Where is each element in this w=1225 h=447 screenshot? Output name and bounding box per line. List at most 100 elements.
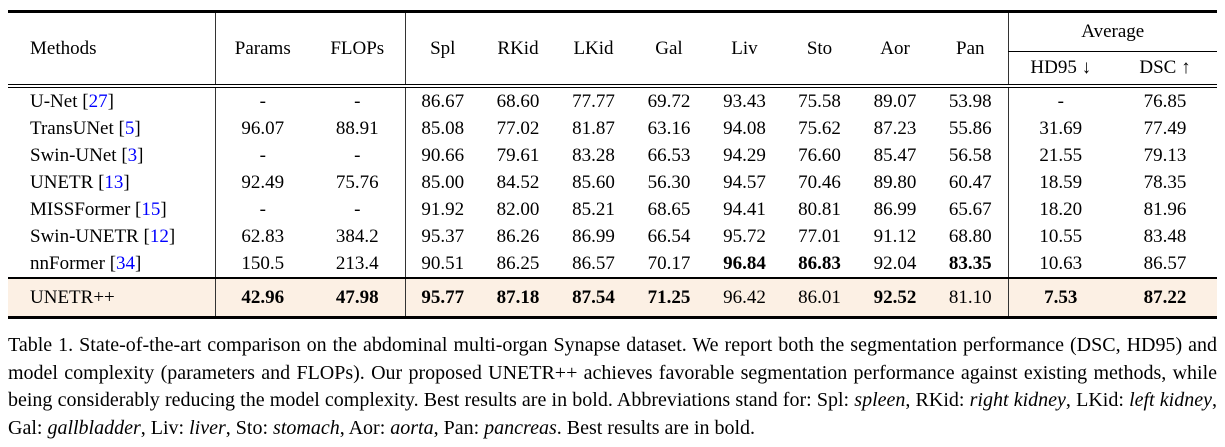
metric-cell: 90.51 xyxy=(404,250,480,279)
metric-cell: 86.01 xyxy=(782,278,857,319)
metric-cell: 94.41 xyxy=(723,198,766,220)
col-header-liv: Liv xyxy=(707,11,782,88)
metric-cell: 94.57 xyxy=(723,171,766,193)
caption-abbrev-aorta: aorta xyxy=(390,416,434,439)
metric-cell: 93.43 xyxy=(723,90,766,112)
metric-cell: 65.67 xyxy=(948,198,992,220)
metric-cell: - xyxy=(354,198,361,220)
metric-cell: 63.16 xyxy=(647,117,691,139)
citation-bracket: ] xyxy=(137,144,144,166)
metric-cell: 75.76 xyxy=(335,171,379,193)
col-header-methods: Methods xyxy=(8,11,215,88)
metric-cell: 81.87 xyxy=(572,117,615,139)
metric-cell: 87.23 xyxy=(873,117,917,139)
metric-cell: 90.66 xyxy=(404,142,480,169)
metric-cell: 31.69 xyxy=(1007,115,1113,142)
metric-cell: 77.02 xyxy=(496,117,540,139)
caption-text: , Pan: xyxy=(433,416,485,439)
col-header-pan: Pan xyxy=(933,11,1008,88)
metric-cell: 83.28 xyxy=(572,144,615,166)
citation-bracket: ] xyxy=(135,252,142,274)
metric-cell: 89.80 xyxy=(873,171,917,193)
caption-text: Table 1. State-of-the-art comparison on … xyxy=(8,334,1217,411)
metric-cell-best: 92.52 xyxy=(857,278,933,319)
metric-cell: 96.07 xyxy=(214,115,310,142)
metric-cell: 150.5 xyxy=(214,250,310,279)
citation-link[interactable]: 34 xyxy=(116,252,136,274)
metric-cell: - xyxy=(214,86,310,115)
metric-cell: 69.72 xyxy=(647,90,691,112)
citation-bracket: [ xyxy=(82,90,89,112)
metric-cell-best: 47.98 xyxy=(310,278,405,319)
citation-link[interactable]: 27 xyxy=(88,90,108,112)
method-name: Swin-UNet xyxy=(30,144,117,166)
metric-cell: 76.85 xyxy=(1143,90,1187,112)
metric-cell: 84.52 xyxy=(496,171,540,193)
metric-cell: 95.72 xyxy=(723,225,766,247)
metric-cell: 21.55 xyxy=(1007,142,1113,169)
metric-cell: 92.49 xyxy=(214,169,310,196)
table-row-swinunetr: Swin-UNETR [12] 62.83 384.2 95.37 86.26 … xyxy=(8,223,1217,250)
metric-cell: 75.62 xyxy=(798,117,841,139)
metric-cell-best: 42.96 xyxy=(214,278,310,319)
citation-bracket: ] xyxy=(123,171,130,193)
metric-cell: 85.08 xyxy=(404,115,480,142)
metric-cell: 53.98 xyxy=(948,90,992,112)
metric-cell: - xyxy=(354,90,361,112)
table-row-unet: U-Net [27] - - 86.67 68.60 77.77 69.72 9… xyxy=(8,86,1217,115)
method-cell: Swin-UNETR [12] xyxy=(8,223,215,250)
citation-bracket: [ xyxy=(98,171,105,193)
method-cell: TransUNet [5] xyxy=(8,115,215,142)
metric-cell: 60.47 xyxy=(948,171,992,193)
table-caption: Table 1. State-of-the-art comparison on … xyxy=(8,332,1217,442)
metric-cell: - xyxy=(354,144,361,166)
col-header-average: Average xyxy=(1007,11,1217,52)
citation-link[interactable]: 13 xyxy=(104,171,124,193)
metric-cell: - xyxy=(214,196,310,223)
citation-bracket: ] xyxy=(168,225,176,247)
citation-link[interactable]: 15 xyxy=(141,198,161,220)
metric-cell: 88.91 xyxy=(335,117,379,139)
citation-bracket: ] xyxy=(107,90,114,112)
metric-cell: 10.55 xyxy=(1007,223,1113,250)
method-cell: UNETR [13] xyxy=(8,169,215,196)
metric-cell-best: 95.77 xyxy=(404,278,480,319)
metric-cell-best: 83.35 xyxy=(933,250,1008,279)
citation-bracket: [ xyxy=(118,117,125,139)
caption-text: , Aor: xyxy=(339,416,391,439)
metric-cell: 66.53 xyxy=(647,144,691,166)
method-name: Swin-UNETR xyxy=(30,225,139,247)
metric-cell: 85.00 xyxy=(404,169,480,196)
metric-cell: 85.47 xyxy=(873,144,917,166)
results-table: Methods Params FLOPs Spl RKid LKid Gal L… xyxy=(8,10,1217,319)
citation-link[interactable]: 5 xyxy=(124,117,135,139)
metric-cell: 85.21 xyxy=(572,198,615,220)
citation-bracket: ] xyxy=(134,117,141,139)
metric-cell: 83.48 xyxy=(1143,225,1187,247)
col-header-rkid: RKid xyxy=(480,11,556,88)
table-row-transunet: TransUNet [5] 96.07 88.91 85.08 77.02 81… xyxy=(8,115,1217,142)
table-header: Methods Params FLOPs Spl RKid LKid Gal L… xyxy=(8,11,1217,88)
metric-cell: 94.29 xyxy=(723,144,766,166)
metric-cell-best: 96.84 xyxy=(707,250,782,279)
citation-link[interactable]: 12 xyxy=(149,225,169,247)
metric-cell: 68.60 xyxy=(496,90,540,112)
metric-cell: 82.00 xyxy=(496,198,540,220)
citation-bracket: [ xyxy=(143,225,150,247)
citation-link[interactable]: 3 xyxy=(127,144,138,166)
method-name: UNETR++ xyxy=(30,286,115,308)
metric-cell-best: 87.18 xyxy=(480,278,556,319)
caption-text: , RKid: xyxy=(905,389,970,411)
metric-cell: 70.17 xyxy=(631,250,707,279)
table-row-missformer: MISSFormer [15] - - 91.92 82.00 85.21 68… xyxy=(8,196,1217,223)
metric-cell: 18.20 xyxy=(1007,196,1113,223)
metric-cell: 10.63 xyxy=(1007,250,1113,279)
metric-cell: 384.2 xyxy=(335,225,379,247)
caption-abbrev-stomach: stomach xyxy=(273,416,340,439)
metric-cell: 86.57 xyxy=(556,250,631,279)
caption-abbrev-spleen: spleen xyxy=(854,389,906,411)
caption-abbrev-gallbladder: gallbladder xyxy=(47,416,141,439)
metric-cell: 78.35 xyxy=(1143,171,1187,193)
method-name: nnFormer xyxy=(30,252,105,274)
metric-cell-best: 7.53 xyxy=(1007,278,1113,319)
